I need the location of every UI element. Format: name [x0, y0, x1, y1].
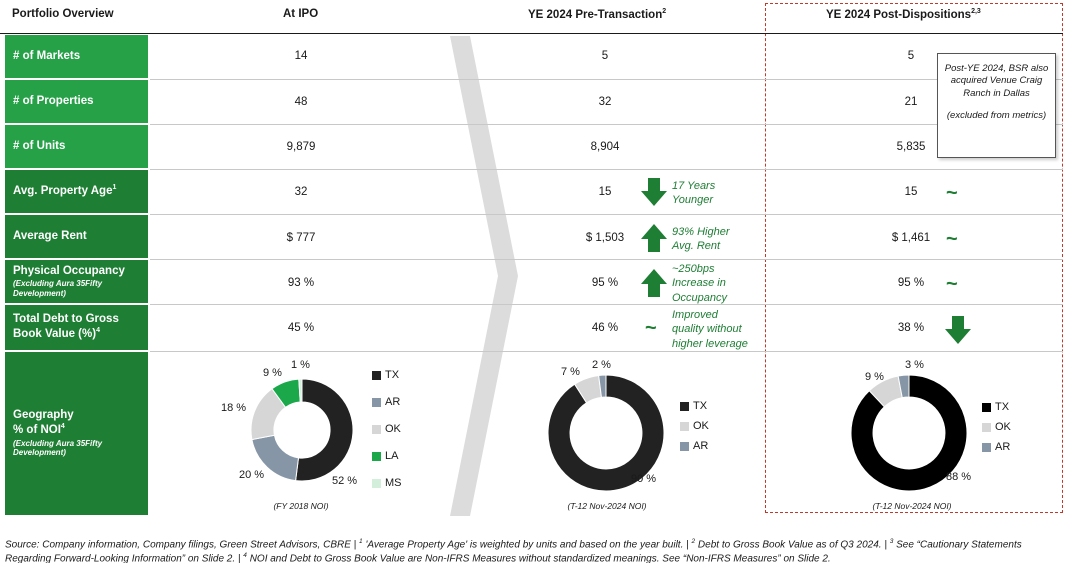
post-debt-value: 38 %	[897, 322, 925, 334]
post-markets-value: 5	[907, 50, 915, 62]
ipo-markets-value: 14	[294, 50, 308, 62]
ipo-debt-value: 45 %	[287, 322, 315, 334]
post-ok-pct: 9 %	[865, 371, 884, 383]
tilde-icon: ~	[946, 273, 958, 295]
donut-slice-ar	[598, 374, 607, 398]
post-ar-pct: 3 %	[905, 359, 924, 371]
legend-item-tx: TX	[982, 397, 1011, 417]
legend-item-ar: AR	[680, 436, 709, 456]
header-pre-transaction: YE 2024 Pre-Transaction2	[528, 8, 667, 21]
post-tx-pct: 88 %	[946, 471, 972, 483]
row-label-property-age: Avg. Property Age1	[5, 170, 148, 213]
legend-post-dispositions: TX OK AR	[982, 397, 1011, 457]
row-label-properties: # of Properties	[5, 80, 148, 123]
arrow-up-icon	[641, 224, 667, 252]
footnote: Source: Company information, Company fil…	[5, 538, 1022, 563]
period-pre-transaction: (T-12 Nov-2024 NOI)	[567, 501, 647, 511]
pre-tx-pct: 90 %	[631, 473, 657, 485]
note-age-younger: 17 Years Younger	[672, 180, 716, 207]
legend-item-ar: AR	[372, 392, 402, 412]
legend-pre-transaction: TX OK AR	[680, 396, 709, 456]
row-divider	[150, 214, 1063, 215]
ipo-la-pct: 9 %	[263, 367, 282, 379]
row-divider	[150, 351, 1063, 352]
donut-chart-pre-transaction	[547, 374, 665, 492]
donut-slice-ms	[298, 378, 303, 403]
ipo-rent-value: $ 777	[286, 232, 316, 244]
pre-occupancy-value: 95 %	[591, 277, 619, 289]
ipo-ms-pct: 1 %	[291, 359, 310, 371]
transition-chevron	[450, 36, 518, 516]
pre-ok-pct: 7 %	[561, 366, 580, 378]
post-properties-value: 21	[904, 96, 918, 108]
ipo-properties-value: 48	[294, 96, 308, 108]
donut-chart-post-dispositions	[850, 374, 968, 492]
note-rent-higher: 93% Higher Avg. Rent	[672, 226, 730, 253]
arrow-up-icon	[641, 269, 667, 297]
ipo-ar-pct: 20 %	[239, 469, 265, 481]
pre-markets-value: 5	[601, 50, 609, 62]
pre-rent-value: $ 1,503	[585, 232, 625, 244]
period-ipo: (FY 2018 NOI)	[273, 501, 329, 511]
post-dispositions-highlight	[765, 3, 1063, 513]
tilde-icon: ~	[645, 317, 657, 339]
ipo-occupancy-value: 93 %	[287, 277, 315, 289]
tilde-icon: ~	[946, 182, 958, 204]
donut-slice-tx	[547, 374, 665, 492]
legend-item-tx: TX	[372, 365, 402, 385]
legend-item-ok: OK	[680, 416, 709, 436]
post-occupancy-value: 95 %	[897, 277, 925, 289]
row-divider	[150, 124, 1063, 125]
ipo-units-value: 9,879	[286, 141, 316, 153]
period-post-dispositions: (T-12 Nov-2024 NOI)	[872, 501, 952, 511]
tilde-icon: ~	[946, 228, 958, 250]
post-rent-value: $ 1,461	[891, 232, 931, 244]
donut-slice-tx	[295, 378, 354, 482]
pre-debt-value: 46 %	[591, 322, 619, 334]
header-divider	[0, 33, 1063, 34]
post-age-value: 15	[904, 186, 918, 198]
row-label-debt: Total Debt to Gross Book Value (%)4	[5, 305, 148, 350]
row-divider	[150, 79, 1063, 80]
legend-ipo: TX AR OK LA MS	[372, 365, 402, 493]
donut-chart-ipo	[250, 378, 354, 482]
header-portfolio-overview: Portfolio Overview	[12, 8, 114, 20]
note-debt-quality: Improved quality without higher leverage	[672, 309, 748, 350]
legend-item-ms: MS	[372, 473, 402, 493]
ipo-tx-pct: 52 %	[332, 475, 358, 487]
row-divider	[150, 304, 1063, 305]
ipo-ok-pct: 18 %	[221, 402, 247, 414]
legend-item-tx: TX	[680, 396, 709, 416]
arrow-down-icon	[945, 316, 971, 344]
donut-slice-ar	[897, 374, 910, 399]
row-label-markets: # of Markets	[5, 35, 148, 78]
row-label-units: # of Units	[5, 125, 148, 168]
row-label-average-rent: Average Rent	[5, 215, 148, 258]
pre-units-value: 8,904	[590, 141, 620, 153]
acquisition-callout: Post-YE 2024, BSR also acquired Venue Cr…	[937, 53, 1056, 158]
pre-age-value: 15	[598, 186, 612, 198]
note-occupancy-increase: ~250bps Increase in Occupancy	[672, 263, 728, 304]
legend-item-ar: AR	[982, 437, 1011, 457]
legend-item-ok: OK	[372, 419, 402, 439]
row-label-occupancy: Physical Occupancy (Excluding Aura 35Fift…	[5, 260, 148, 303]
post-units-value: 5,835	[896, 141, 926, 153]
pre-properties-value: 32	[598, 96, 612, 108]
header-at-ipo: At IPO	[283, 8, 319, 20]
donut-slice-tx	[850, 374, 968, 492]
legend-item-la: LA	[372, 446, 402, 466]
row-divider	[150, 169, 1063, 170]
header-post-dispositions: YE 2024 Post-Dispositions2,3	[826, 8, 981, 21]
row-label-geography: Geography % of NOI4 (Excluding Aura 35Fi…	[5, 352, 148, 515]
ipo-age-value: 32	[294, 186, 308, 198]
row-divider	[150, 259, 1063, 260]
legend-item-ok: OK	[982, 417, 1011, 437]
arrow-down-icon	[641, 178, 667, 206]
pre-ar-pct: 2 %	[592, 359, 611, 371]
